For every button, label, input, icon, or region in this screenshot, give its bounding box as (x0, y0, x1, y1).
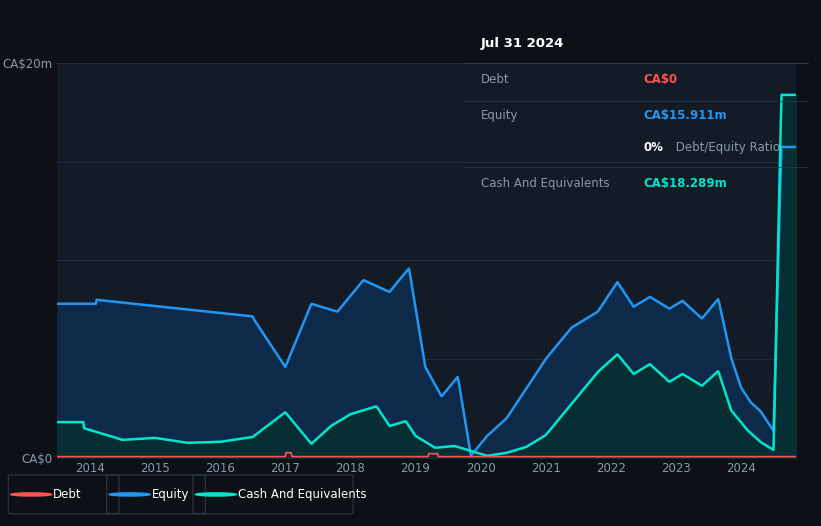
Text: Debt: Debt (53, 488, 82, 501)
Text: Debt/Equity Ratio: Debt/Equity Ratio (672, 141, 781, 154)
Text: Cash And Equivalents: Cash And Equivalents (238, 488, 367, 501)
Text: Cash And Equivalents: Cash And Equivalents (481, 177, 610, 190)
Text: Debt: Debt (481, 73, 510, 86)
Circle shape (109, 493, 150, 496)
Text: CA$0: CA$0 (643, 73, 677, 86)
Circle shape (11, 493, 52, 496)
Text: Equity: Equity (481, 109, 519, 122)
Circle shape (195, 493, 236, 496)
Text: CA$15.911m: CA$15.911m (643, 109, 727, 122)
Text: 0%: 0% (643, 141, 663, 154)
Text: CA$18.289m: CA$18.289m (643, 177, 727, 190)
Text: Equity: Equity (152, 488, 190, 501)
Text: Jul 31 2024: Jul 31 2024 (481, 37, 565, 50)
